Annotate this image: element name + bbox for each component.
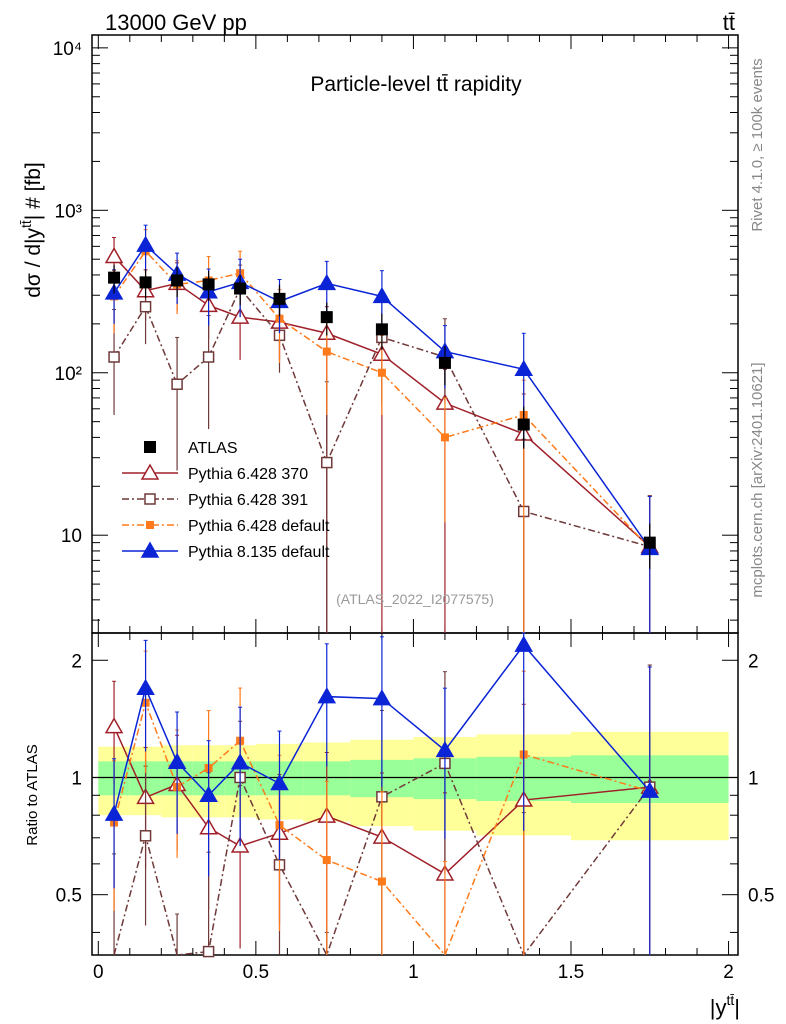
series-point [104, 246, 124, 264]
data-point [273, 292, 286, 305]
series-point [139, 300, 152, 313]
data-point [234, 282, 247, 295]
plot-title: Particle-level tt̄ rapidity [310, 73, 522, 96]
legend-marker [140, 463, 160, 480]
ratio-point [202, 945, 215, 958]
x-tick-label: 1 [408, 962, 419, 983]
ratio-point [514, 635, 534, 652]
legend-item: Pythia 6.428 370 [122, 463, 308, 483]
ratio-point [136, 678, 155, 696]
legend-label: Pythia 8.135 default [188, 544, 330, 561]
y-tick-label-main: 10⁴ [53, 39, 82, 60]
y-tick-label-ratio: 2 [71, 651, 82, 672]
ratio-plot-frame [91, 632, 739, 956]
series-point [514, 359, 534, 377]
data-point [517, 418, 530, 431]
data-point [320, 311, 333, 324]
legend-marker [144, 493, 156, 505]
y-axis-label-main-tail: | # [fb] [22, 162, 45, 220]
ratio-point [640, 781, 660, 798]
main-series-layer [104, 224, 660, 633]
ratio-point [230, 753, 250, 770]
data-point [139, 276, 152, 289]
series-point [377, 368, 386, 377]
series-point [108, 351, 120, 363]
legend-label: Pythia 6.428 370 [188, 466, 308, 483]
y-axis-label-main-sup: tt̄ [18, 220, 34, 228]
data-point [202, 278, 215, 291]
data-point [643, 536, 656, 549]
ratio-point [317, 687, 337, 704]
y-tick-label-ratio: 1 [71, 768, 82, 789]
series-point [372, 286, 392, 304]
legend-label: ATLAS [188, 440, 238, 457]
ratio-point [104, 804, 124, 821]
ratio-point [377, 877, 386, 886]
legend-item: Pythia 6.428 default [122, 518, 330, 535]
y-tick-label-ratio-right: 1 [748, 768, 759, 789]
y-tick-label-ratio: 0.5 [56, 886, 82, 907]
legend-item: Pythia 6.428 391 [122, 492, 308, 509]
series-atlas [108, 264, 656, 569]
series-point [321, 456, 333, 469]
ratio-series-3 [104, 632, 660, 955]
series-point [136, 235, 155, 252]
y-axis-label-main-text: dσ / d|y [22, 228, 45, 298]
y-tick-label-ratio-right: 2 [748, 651, 759, 672]
x-axis-label-text: |y [710, 995, 727, 1020]
x-axis-label-tail: | [734, 995, 740, 1020]
analysis-label: (ATLAS_2022_I2077575) [336, 591, 494, 607]
legend-marker [146, 521, 154, 529]
y-tick-label-ratio-right: 0.5 [748, 886, 774, 907]
x-tick-label: 0 [93, 962, 104, 983]
header-left: 13000 GeV pp [105, 10, 247, 35]
ratio-point [372, 689, 392, 706]
ratio-point [322, 856, 331, 865]
series-point [317, 273, 337, 291]
data-point [438, 356, 451, 369]
ratio-point [270, 774, 289, 791]
data-point [108, 271, 121, 284]
ratio-point [104, 717, 124, 734]
x-tick-label: 2 [723, 962, 734, 983]
series-point [171, 378, 183, 390]
side-text-mcplots: mcplots.cern.ch [arXiv:2401.10621] [749, 362, 766, 597]
y-tick-label-main: 10² [55, 364, 82, 385]
data-point [375, 323, 388, 336]
legend-label: Pythia 6.428 default [188, 518, 330, 535]
x-axis-label: |ytt̄| [710, 992, 740, 1020]
legend-item: ATLAS [144, 440, 238, 457]
series-point [202, 351, 215, 363]
side-text-rivet: Rivet 4.1.0, ≥ 100k events [749, 58, 766, 231]
y-tick-label-main: 10 [61, 526, 82, 547]
ratio-point [167, 752, 187, 769]
y-axis-label-ratio: Ratio to ATLAS [24, 744, 41, 845]
x-axis-label-sup: tt̄ [727, 992, 735, 1008]
legend-marker [140, 541, 160, 558]
series-point [440, 433, 449, 442]
ratio-series-layer [104, 632, 660, 958]
legend: ATLAS Pythia 6.428 370 Pythia 6.428 391 Pyt… [122, 440, 330, 561]
ratio-point [139, 830, 152, 842]
axes-layer: 0 0.5 1 1.5 2 10 10² 10³ 10⁴ 0.5 0.5 1 1 2 2 [53, 35, 774, 983]
ratio-band-layer [92, 731, 738, 841]
x-tick-label: 0.5 [243, 962, 269, 983]
legend-item: Pythia 8.135 default [122, 541, 330, 561]
header-right: tt̄ [723, 10, 735, 35]
data-point [171, 274, 184, 287]
x-tick-label: 1.5 [558, 962, 584, 983]
ratio-point [199, 785, 218, 803]
series-point [322, 347, 331, 356]
legend-marker [144, 441, 156, 453]
ratio-point [435, 740, 455, 758]
legend-label: Pythia 6.428 391 [188, 492, 308, 509]
y-axis-label-main: dσ / d|ytt̄| # [fb] [18, 162, 45, 298]
y-tick-label-main: 10³ [55, 201, 82, 222]
